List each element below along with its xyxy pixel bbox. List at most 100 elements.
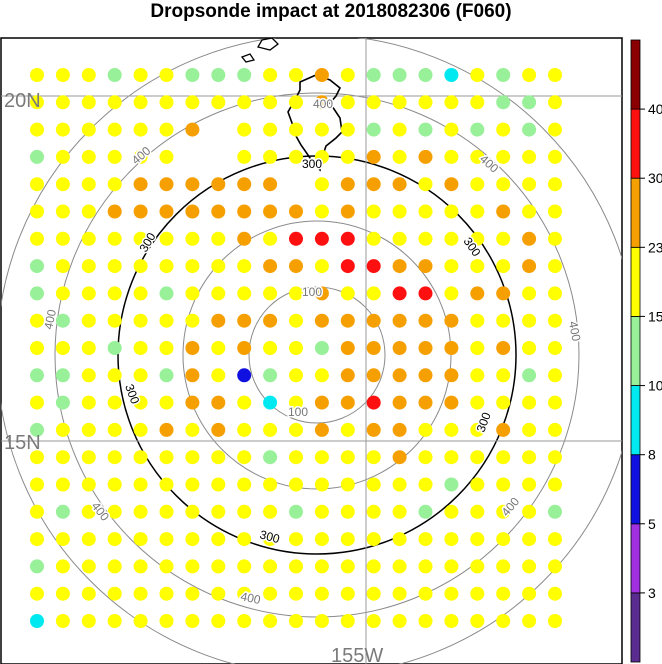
impact-dot: [418, 204, 433, 219]
impact-dot: [55, 559, 70, 574]
impact-dot: [81, 95, 96, 110]
impact-dot: [81, 586, 96, 601]
impact-dot: [548, 149, 562, 164]
colorbar-segment: [630, 454, 641, 525]
impact-dot: [289, 586, 303, 601]
impact-dot: [289, 122, 303, 137]
impact-dot: [107, 477, 122, 492]
impact-dot: [496, 122, 511, 137]
impact-dot: [366, 395, 381, 410]
impact-dot: [81, 559, 96, 574]
impact-dot: [185, 532, 200, 547]
impact-dot: [522, 259, 537, 274]
impact-dot: [418, 532, 433, 547]
impact-dot: [107, 614, 122, 628]
colorbar-tick-label: 15: [648, 308, 662, 324]
impact-dot: [496, 259, 511, 274]
impact-dot: [237, 95, 252, 110]
impact-dot: [470, 559, 485, 574]
impact-dot: [289, 532, 303, 547]
impact-dot: [237, 313, 252, 328]
impact-dot: [185, 614, 200, 628]
impact-dot: [496, 532, 511, 547]
impact-dot: [548, 231, 562, 246]
impact-dot: [548, 395, 562, 410]
impact-dot: [418, 286, 433, 301]
impact-dot: [340, 450, 355, 465]
impact-dot: [340, 259, 355, 274]
impact-dot: [55, 149, 70, 164]
impact-dot: [340, 395, 355, 410]
impact-dot: [237, 286, 252, 301]
impact-dot: [81, 341, 96, 355]
impact-dot: [470, 122, 485, 137]
impact-dot: [133, 422, 148, 437]
impact-dot: [263, 259, 278, 274]
impact-dot: [470, 586, 485, 601]
impact-dot: [444, 95, 459, 110]
impact-dot: [340, 614, 355, 628]
impact-dot: [340, 313, 355, 328]
impact-dot: [392, 532, 407, 547]
impact-dot: [470, 504, 485, 519]
impact-dot: [133, 122, 148, 137]
impact-dot: [522, 341, 537, 355]
impact-dot: [30, 231, 44, 246]
impact-dot: [211, 95, 226, 110]
impact-dot: [133, 504, 148, 519]
ring-label-400: 400: [566, 320, 583, 342]
impact-dot: [418, 614, 433, 628]
impact-dot: [366, 422, 381, 437]
impact-dot: [263, 504, 278, 519]
impact-dot: [263, 286, 278, 301]
impact-dot: [418, 231, 433, 246]
impact-dot: [392, 286, 407, 301]
impact-dot: [185, 422, 200, 437]
impact-dot: [263, 532, 278, 547]
impact-dot: [55, 532, 70, 547]
ring-label-100: 100: [288, 405, 308, 419]
impact-dot: [418, 259, 433, 274]
impact-dot: [392, 450, 407, 465]
impact-dot: [159, 122, 174, 137]
impact-dot: [496, 477, 511, 492]
impact-dot: [237, 559, 252, 574]
impact-dot: [366, 504, 381, 519]
impact-dot: [81, 504, 96, 519]
impact-dot: [470, 614, 485, 628]
impact-dot: [366, 477, 381, 492]
impact-dot: [133, 341, 148, 355]
impact-dot: [30, 559, 44, 574]
impact-dot: [444, 586, 459, 601]
impact-dot: [133, 477, 148, 492]
impact-dot: [340, 149, 355, 164]
impact-dot: [522, 286, 537, 301]
impact-dot: [548, 368, 562, 383]
impact-dot: [133, 368, 148, 383]
impact-dot: [522, 231, 537, 246]
colorbar-tick-label: 30: [648, 170, 662, 186]
impact-dot: [548, 614, 562, 628]
impact-dot: [366, 313, 381, 328]
impact-dot: [55, 586, 70, 601]
impact-dot: [314, 368, 329, 383]
impact-dot: [418, 422, 433, 437]
impact-dot: [496, 341, 511, 355]
impact-dot: [418, 395, 433, 410]
impact-dot: [314, 586, 329, 601]
impact-dot: [548, 586, 562, 601]
impact-dot: [211, 532, 226, 547]
impact-dot: [548, 204, 562, 219]
impact-dot: [211, 259, 226, 274]
impact-dot: [444, 614, 459, 628]
impact-dot: [81, 313, 96, 328]
impact-dot: [159, 313, 174, 328]
impact-dot: [496, 95, 511, 110]
impact-dot: [159, 149, 174, 164]
colorbar-segment: [630, 108, 641, 179]
colorbar-tick-label: 10: [648, 378, 662, 394]
impact-dot: [392, 368, 407, 383]
impact-dot: [392, 341, 407, 355]
impact-dot: [55, 204, 70, 219]
impact-dot: [522, 586, 537, 601]
